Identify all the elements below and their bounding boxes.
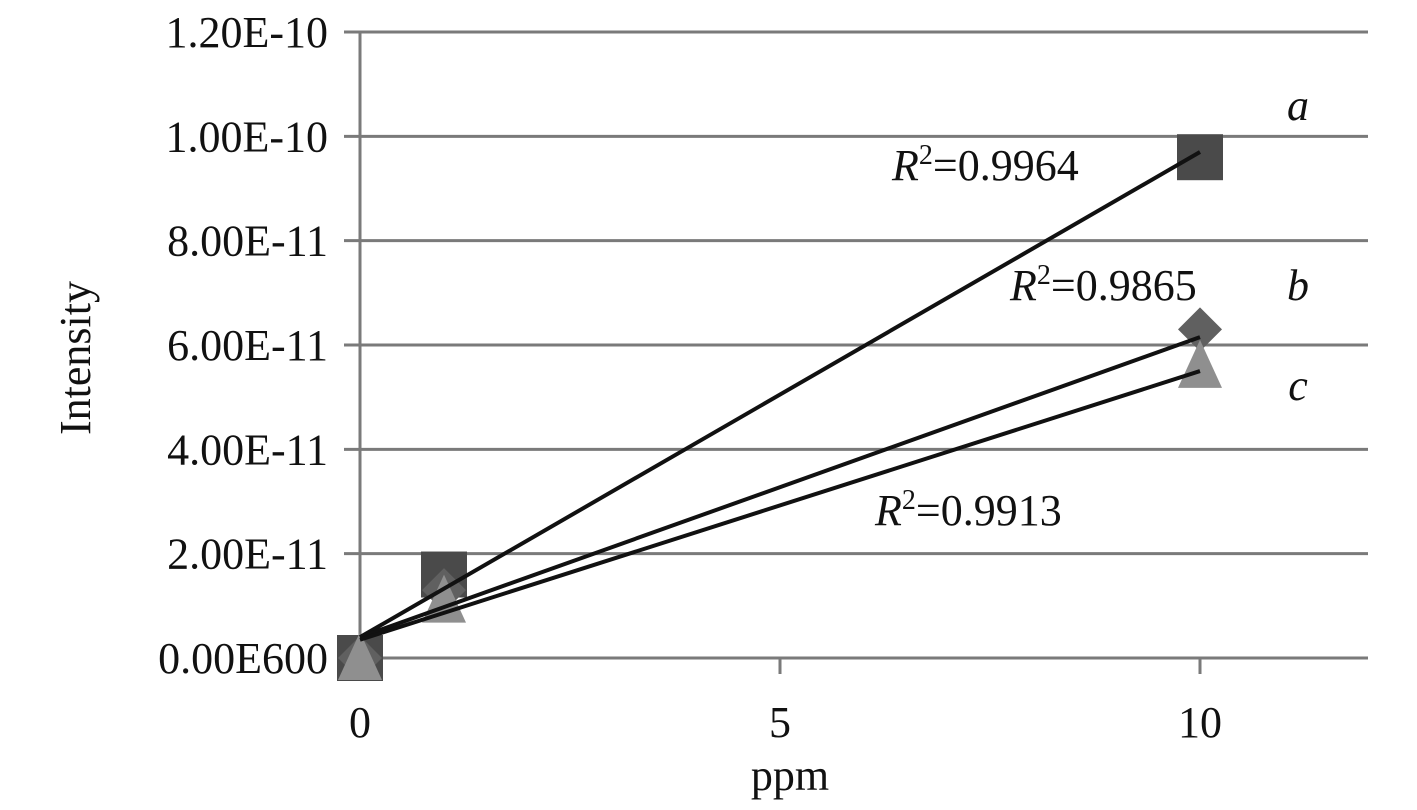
- y-tick-label: 1.00E-10: [165, 112, 328, 161]
- r-squared-label-b: R2=0.9865: [1009, 260, 1197, 310]
- trendline-c: [359, 369, 1201, 642]
- x-tick-label: 10: [1178, 698, 1222, 747]
- series-c: [338, 339, 1222, 680]
- y-tick-label: 1.20E-10: [165, 8, 328, 57]
- r-squared-label-c: R2=0.9913: [874, 485, 1062, 535]
- y-axis-title: Intensity: [51, 281, 100, 435]
- y-tick-label: 4.00E-11: [167, 425, 328, 474]
- x-tick-labels: 0 5 10: [349, 698, 1222, 747]
- x-axis-title: ppm: [751, 751, 829, 800]
- trendline-b: [359, 335, 1201, 640]
- y-tick-label: 6.00E-11: [167, 321, 328, 370]
- trendlines: [358, 150, 1202, 642]
- grid-lines: [344, 30, 1368, 660]
- series-label-c: c: [1288, 361, 1308, 410]
- r-squared-label-a: R2=0.9964: [891, 140, 1079, 190]
- series-label-a: a: [1287, 81, 1309, 130]
- data-point-square: [1177, 134, 1223, 181]
- y-tick-label: 0.00E600: [158, 634, 328, 683]
- axes: [358, 32, 1202, 674]
- annotations: R2=0.9964 a R2=0.9865 b R2=0.9913 c: [874, 81, 1309, 535]
- data-point-triangle: [338, 632, 382, 680]
- series-label-b: b: [1287, 261, 1309, 310]
- trendline-a: [358, 150, 1202, 639]
- series-b: [338, 307, 1222, 680]
- x-tick-label: 0: [349, 698, 371, 747]
- y-tick-label: 8.00E-11: [167, 217, 328, 266]
- y-tick-label: 2.00E-11: [167, 530, 328, 579]
- x-tick-label: 5: [769, 698, 791, 747]
- data-point-triangle: [1178, 339, 1222, 388]
- y-tick-labels: 0.00E600 2.00E-11 4.00E-11 6.00E-11 8.00E-11…: [158, 8, 328, 683]
